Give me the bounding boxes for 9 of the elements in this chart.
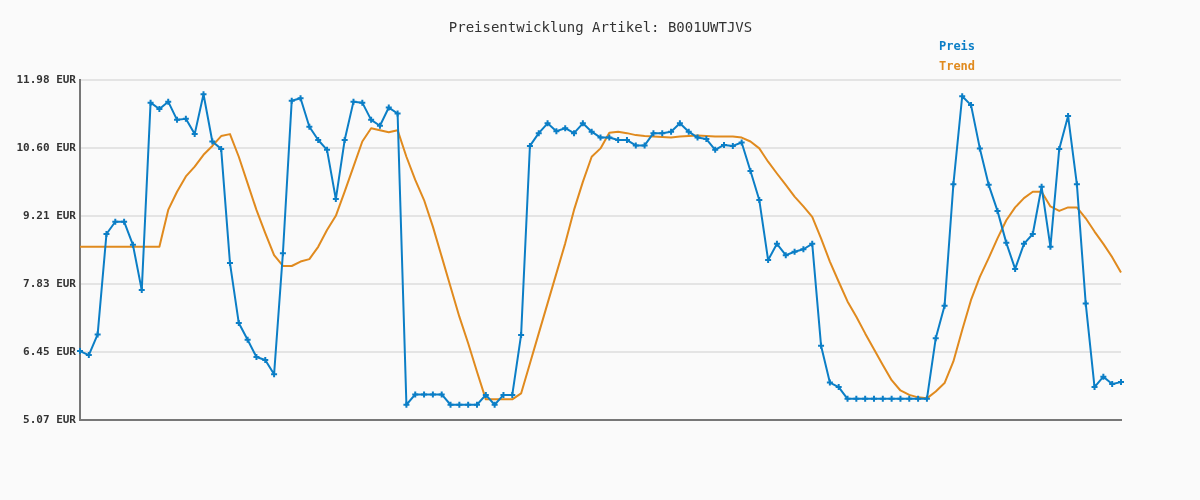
chart-title: Preisentwicklung Artikel: B001UWTJVS <box>448 18 753 35</box>
y-tick-label: 11.98 EUR <box>16 72 77 86</box>
y-tick-label: 10.60 EUR <box>16 140 77 154</box>
text: Trend <box>938 59 976 74</box>
text: Preis <box>938 39 976 54</box>
y-tick-label: 5.07 EUR <box>23 412 77 426</box>
y-tick-label: 9.21 EUR <box>23 209 77 223</box>
y-tick-label: 6.45 EUR <box>23 344 77 358</box>
y-tick-label: 7.83 EUR <box>23 277 77 291</box>
